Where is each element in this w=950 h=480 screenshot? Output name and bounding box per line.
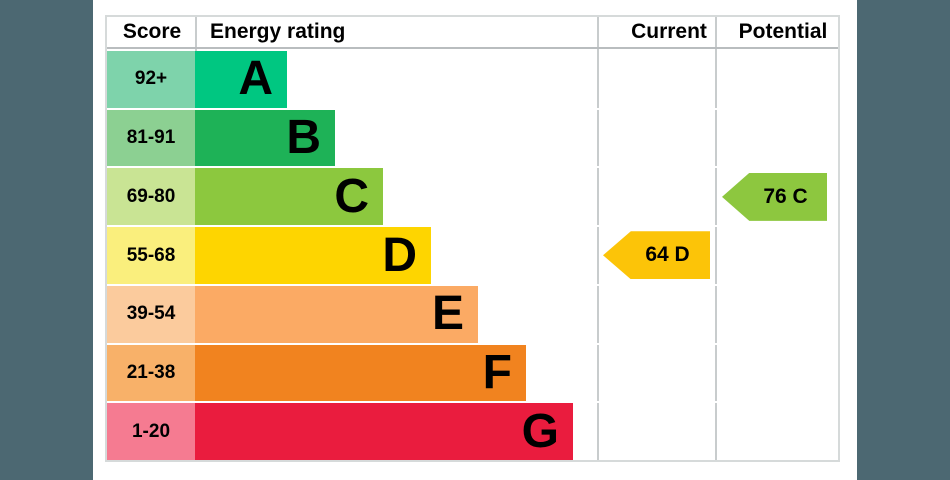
score-range-g: 1-20: [107, 403, 195, 461]
band-row-e: 39-54 E: [107, 285, 838, 345]
score-range-d: 55-68: [107, 227, 195, 284]
rating-bar-c: C: [195, 168, 383, 226]
potential-column-divider: [715, 17, 717, 460]
band-row-b: 81-91 B: [107, 109, 838, 169]
band-row-f: 21-38 F: [107, 344, 838, 404]
chart-panel: Score Energy rating Current Potential 92…: [93, 0, 857, 480]
current-column-divider: [597, 17, 599, 460]
energy-rating-column-header: Energy rating: [210, 20, 346, 43]
rating-band-rows: 92+ A 81-91 B 69-80 C 55-68 D 39-54 E 21…: [107, 51, 838, 461]
rating-bar-g: G: [195, 403, 573, 461]
score-range-b: 81-91: [107, 109, 195, 167]
table-header-row: Score Energy rating Current Potential: [107, 17, 838, 49]
potential-column-header: Potential: [738, 20, 828, 43]
score-range-c: 69-80: [107, 168, 195, 226]
band-row-c: 69-80 C: [107, 168, 838, 228]
band-row-a: 92+ A: [107, 51, 838, 110]
score-range-f: 21-38: [107, 344, 195, 402]
score-range-a: 92+: [107, 51, 195, 108]
band-row-d: 55-68 D: [107, 227, 838, 286]
rating-bar-b: B: [195, 109, 335, 167]
score-range-e: 39-54: [107, 285, 195, 343]
rating-bar-e: E: [195, 285, 478, 343]
epc-rating-table: Score Energy rating Current Potential 92…: [105, 15, 840, 462]
score-column-header: Score: [122, 20, 182, 43]
band-row-g: 1-20 G: [107, 403, 838, 461]
rating-bar-f: F: [195, 344, 526, 402]
rating-bar-a: A: [195, 51, 287, 108]
rating-bar-d: D: [195, 227, 431, 284]
current-column-header: Current: [631, 20, 707, 43]
